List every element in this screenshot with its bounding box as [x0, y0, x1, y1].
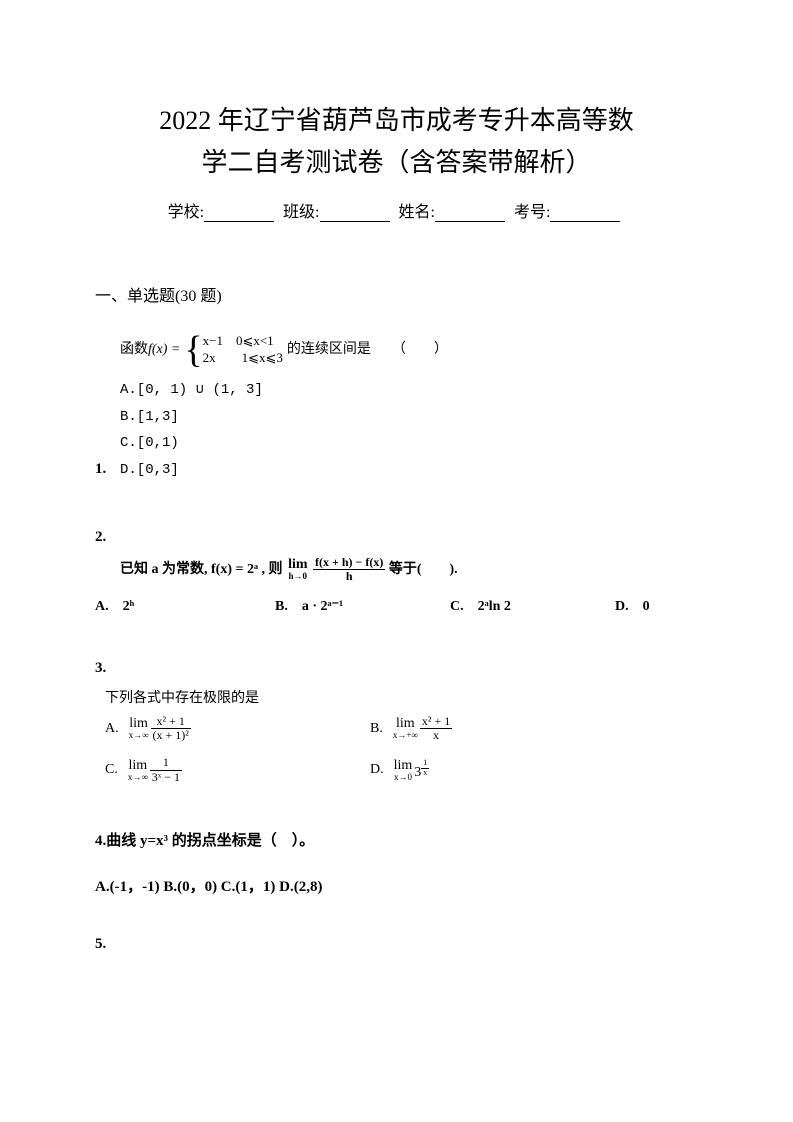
brace-icon: {: [184, 331, 202, 369]
question-2: 2. 已知 a 为常数, f(x) = 2ᵃ , 则 lim h→0 f(x +…: [95, 529, 698, 615]
exam-no-blank: [550, 206, 620, 222]
q3a-limit: lim x→∞: [129, 717, 149, 740]
question-4-options: A.(-1，-1) B.(0，0) C.(1，1) D.(2,8): [95, 875, 698, 896]
q2-option-b: B. a · 2ᵃ⁻¹: [275, 595, 450, 615]
q3-number: 3.: [95, 660, 698, 677]
q1-option-c: C.[0,1): [120, 430, 698, 457]
q2-option-d: D. 0: [615, 595, 650, 615]
question-4-stem: 4.曲线 y=x³ 的拐点坐标是（ ）。: [95, 829, 698, 850]
q3c-fraction: 1 3ˣ − 1: [150, 756, 182, 783]
question-5-number: 5.: [95, 936, 698, 953]
q1-function: 函数 f(x) = { x−1 0⩽x<1 2x 1⩽x⩽3 的连续区间是 （ …: [120, 331, 698, 369]
q2-stem-pre: 已知 a 为常数, f(x) = 2ᵃ , 则: [120, 561, 283, 576]
title-line-2: 学二自考测试卷（含答案带解析）: [95, 142, 698, 184]
document-title: 2022 年辽宁省葫芦岛市成考专升本高等数 学二自考测试卷（含答案带解析）: [95, 100, 698, 183]
q2-limit: lim h→0: [288, 558, 307, 581]
q2-fraction: f(x + h) − f(x) h: [313, 556, 385, 583]
q3d-expression: 31x: [414, 759, 429, 781]
student-info-line: 学校: 班级: 姓名: 考号:: [95, 198, 698, 222]
q2-stem: 已知 a 为常数, f(x) = 2ᵃ , 则 lim h→0 f(x + h)…: [120, 556, 698, 583]
q3-stem: 下列各式中存在极限的是: [105, 687, 698, 707]
q3d-limit: lim x→0: [394, 759, 413, 782]
q3-option-a: A. lim x→∞ x² + 1 (x + 1)²: [105, 715, 370, 742]
q3-option-b: B. lim x→+∞ x² + 1 x: [370, 715, 635, 742]
q1-fx: f(x) =: [148, 337, 180, 364]
class-blank: [320, 206, 390, 222]
q1-option-b: B.[1,3]: [120, 404, 698, 431]
school-label: 学校:: [168, 204, 204, 221]
question-1: 函数 f(x) = { x−1 0⩽x<1 2x 1⩽x⩽3 的连续区间是 （ …: [95, 331, 698, 483]
exam-no-label: 考号:: [514, 204, 550, 221]
q1-option-a: A.[0, 1) ∪ (1, 3]: [120, 377, 698, 404]
title-line-1: 2022 年辽宁省葫芦岛市成考专升本高等数: [95, 100, 698, 142]
q1-case2: 2x 1⩽x⩽3: [203, 350, 283, 367]
q3c-limit: lim x→∞: [128, 759, 148, 782]
q3-option-d: D. lim x→0 31x: [370, 756, 635, 783]
q1-piecewise: { x−1 0⩽x<1 2x 1⩽x⩽3: [184, 331, 283, 369]
class-label: 班级:: [283, 204, 319, 221]
q3b-fraction: x² + 1 x: [420, 715, 452, 742]
q2-stem-post: 等于( ).: [389, 561, 458, 576]
question-3: 3. 下列各式中存在极限的是 A. lim x→∞ x² + 1 (x + 1)…: [95, 660, 698, 784]
q2-option-c: C. 2ᵃln 2: [450, 595, 615, 615]
q1-case1: x−1 0⩽x<1: [203, 333, 283, 350]
section-title: 一、单选题(30 题): [95, 282, 698, 306]
q1-suffix: 的连续区间是 （ ）: [287, 337, 448, 364]
q3b-limit: lim x→+∞: [393, 717, 418, 740]
q1-number: 1.: [95, 455, 106, 484]
q1-prefix: 函数: [120, 337, 148, 364]
q3-option-c: C. lim x→∞ 1 3ˣ − 1: [105, 756, 370, 783]
q3a-fraction: x² + 1 (x + 1)²: [151, 715, 191, 742]
school-blank: [204, 206, 274, 222]
q2-option-a: A. 2ʰ: [95, 595, 275, 615]
q1-option-d: D.[0,3]: [120, 457, 698, 484]
name-label: 姓名:: [399, 204, 435, 221]
q2-number: 2.: [95, 529, 698, 546]
name-blank: [435, 206, 505, 222]
